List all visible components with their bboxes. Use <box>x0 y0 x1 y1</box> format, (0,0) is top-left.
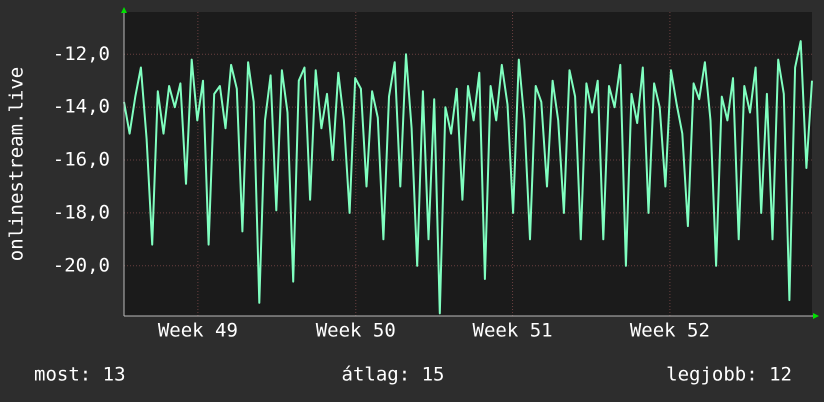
x-tick-label: Week 50 <box>316 320 396 342</box>
y-tick-label: -18,0 <box>53 201 110 223</box>
series-line <box>123 40 813 315</box>
y-tick-label: -14,0 <box>53 96 110 118</box>
y-axis-label: onlinestream.live <box>6 67 28 261</box>
stat-best: legjobb: 12 <box>666 364 792 386</box>
y-tick-label: -16,0 <box>53 149 110 171</box>
x-tick-label: Week 49 <box>158 320 238 342</box>
x-tick-label: Week 52 <box>630 320 710 342</box>
stat-current: most: 13 <box>34 364 126 386</box>
plot <box>123 40 813 315</box>
y-arrow <box>121 7 127 13</box>
stat-average: átlag: 15 <box>342 364 445 386</box>
y-tick-label: -20,0 <box>53 254 110 276</box>
x-arrow <box>813 313 819 319</box>
x-tick-label: Week 51 <box>473 320 553 342</box>
y-tick-label: -12,0 <box>53 43 110 65</box>
plot-area <box>124 12 812 316</box>
